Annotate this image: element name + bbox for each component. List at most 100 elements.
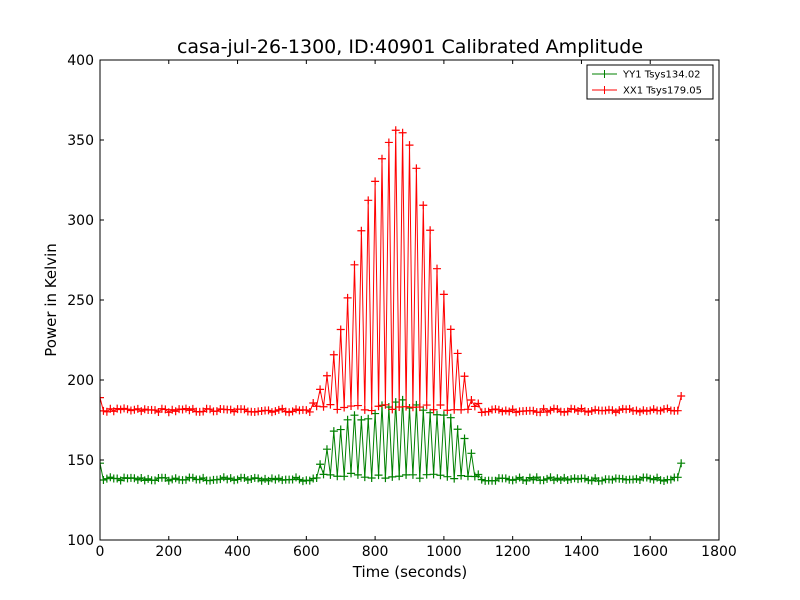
data-point [659, 477, 668, 486]
data-point [102, 474, 111, 483]
data-point [374, 402, 383, 411]
data-point [467, 396, 476, 405]
data-point [154, 408, 163, 417]
data-point [429, 405, 438, 414]
data-point [347, 402, 356, 411]
x-tick-label: 1200 [495, 544, 531, 560]
data-point [374, 471, 383, 480]
data-point [295, 475, 304, 484]
x-axis-label: Time (seconds) [352, 563, 468, 581]
data-point [391, 126, 400, 135]
data-point [518, 475, 527, 484]
data-point [106, 473, 115, 482]
series-yy1 [100, 395, 686, 486]
data-point [312, 473, 321, 482]
data-point [395, 403, 404, 412]
x-tick-label: 400 [224, 544, 251, 560]
plot-area [99, 59, 720, 541]
data-point [656, 476, 665, 485]
data-point [608, 475, 617, 484]
data-point [100, 406, 108, 415]
data-point [474, 399, 483, 408]
data-point [336, 425, 345, 434]
data-point [484, 407, 493, 416]
data-point [453, 425, 462, 434]
data-point [243, 475, 252, 484]
data-point [100, 475, 108, 484]
data-point [433, 264, 442, 273]
data-point [257, 476, 266, 485]
data-point [460, 434, 469, 443]
data-point [326, 400, 335, 409]
data-point [426, 226, 435, 235]
data-point [264, 406, 273, 415]
data-point [343, 415, 352, 424]
x-tick-label: 1000 [426, 544, 462, 560]
data-point [646, 474, 655, 483]
data-point [632, 474, 641, 483]
data-point [460, 372, 469, 381]
data-point [274, 405, 283, 414]
data-point [226, 405, 235, 414]
data-point [436, 400, 445, 409]
data-point [319, 470, 328, 479]
data-point [391, 398, 400, 407]
data-point [113, 404, 122, 413]
data-point [474, 470, 483, 479]
data-point [340, 472, 349, 481]
x-tick-label: 0 [96, 544, 105, 560]
data-point [501, 474, 510, 483]
legend-label-xx1: XX1 Tsys179.05 [623, 86, 702, 97]
data-point [357, 415, 366, 424]
data-point [340, 403, 349, 412]
data-point [357, 226, 366, 235]
data-point [450, 474, 459, 483]
data-point [120, 404, 129, 413]
data-point [646, 406, 655, 415]
data-point [408, 470, 417, 479]
data-point [261, 474, 270, 483]
data-point [305, 407, 314, 416]
y-tick-label: 200 [67, 373, 94, 389]
data-point [240, 473, 249, 482]
data-point [567, 475, 576, 484]
x-tick-label: 600 [293, 544, 320, 560]
data-point [381, 474, 390, 483]
y-tick-label: 300 [67, 213, 94, 229]
data-point [367, 473, 376, 482]
data-point [580, 474, 589, 483]
data-point [539, 404, 548, 413]
data-point [405, 141, 414, 150]
data-point [433, 410, 442, 419]
data-point [574, 475, 583, 484]
data-point [381, 400, 390, 409]
data-point [333, 472, 342, 481]
data-point [130, 405, 139, 414]
data-point [491, 405, 500, 414]
data-point [467, 449, 476, 458]
data-point [539, 476, 548, 485]
data-point [292, 405, 301, 414]
data-point [446, 413, 455, 422]
y-tick-label: 100 [67, 533, 94, 549]
data-point [271, 475, 280, 484]
data-point [443, 406, 452, 415]
data-point [591, 405, 600, 414]
data-point [333, 405, 342, 414]
data-point [429, 470, 438, 479]
data-point [100, 459, 104, 468]
legend-entry-yy1: YY1 Tsys134.02 [592, 70, 701, 81]
data-point [223, 475, 232, 484]
data-point [415, 474, 424, 483]
data-point [494, 405, 503, 414]
legend-marker-yy1 [600, 70, 609, 78]
data-point [402, 402, 411, 411]
data-point [350, 411, 359, 420]
data-point [322, 445, 331, 454]
data-point [388, 405, 397, 414]
series-layer [100, 126, 686, 486]
data-point [457, 405, 466, 414]
data-point [267, 474, 276, 483]
data-point [347, 469, 356, 478]
